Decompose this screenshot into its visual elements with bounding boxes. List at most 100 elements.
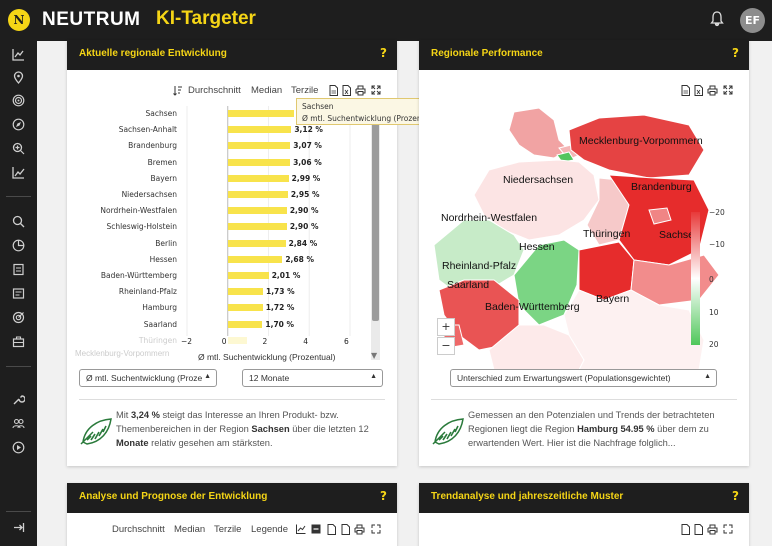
print-icon[interactable] [355, 85, 366, 97]
period-select[interactable]: 12 Monate ▲ [242, 369, 383, 387]
export-pdf-icon[interactable] [680, 85, 691, 97]
category-label: Niedersachsen [121, 190, 177, 199]
chart-line-icon[interactable] [295, 524, 306, 536]
zoom-search-icon[interactable] [9, 142, 28, 161]
export-excel-icon[interactable] [693, 524, 704, 536]
print-icon[interactable] [707, 85, 718, 97]
card-title: Aktuelle regionale Entwicklung [79, 48, 227, 59]
user-avatar[interactable]: EF [740, 8, 765, 33]
metric-select[interactable]: Ø mtl. Suchentwicklung (Proze ▲ [79, 369, 217, 387]
scroll-down-icon[interactable]: ▼ [371, 351, 378, 360]
toggle-median[interactable]: Median [251, 85, 283, 96]
divider [431, 399, 737, 400]
export-excel-icon[interactable] [340, 524, 351, 536]
map-label: Baden-Württemberg [485, 301, 580, 313]
report-icon[interactable] [9, 287, 28, 306]
logout-icon[interactable] [9, 521, 28, 540]
legend-tick: 0 [709, 275, 714, 284]
fullscreen-icon[interactable] [370, 85, 381, 97]
fullscreen-icon[interactable] [722, 85, 733, 97]
bar[interactable] [227, 191, 288, 198]
toggle-legend[interactable]: Legende [251, 524, 288, 535]
help-icon[interactable]: ? [732, 489, 739, 503]
toggle-average[interactable]: Durchschnitt [112, 524, 165, 535]
location-pin-icon[interactable] [9, 71, 28, 90]
search-icon[interactable] [9, 215, 28, 234]
map-label: Niedersachsen [503, 174, 574, 186]
sidebar [0, 41, 37, 546]
select-caret-icon: ▲ [704, 373, 711, 380]
scrollbar-thumb[interactable] [372, 105, 379, 321]
bar[interactable] [227, 320, 263, 328]
neutrum-logo[interactable]: N [8, 9, 30, 31]
performance-metric-select[interactable]: Unterschied zum Erwartungswert (Populati… [450, 369, 717, 387]
x-tick-label: −2 [181, 337, 193, 346]
category-label: Brandenburg [128, 141, 177, 151]
bar[interactable] [227, 255, 283, 263]
insight-text: Mit 3,24 % steigt das Interesse an Ihren… [116, 410, 369, 448]
compass-icon[interactable] [9, 118, 28, 137]
sort-icon[interactable] [172, 85, 183, 97]
bell-icon[interactable] [708, 11, 726, 29]
divider [79, 399, 385, 400]
help-icon[interactable]: ? [380, 489, 387, 503]
bar[interactable] [227, 174, 289, 182]
print-icon[interactable] [354, 524, 365, 536]
legend-tick: 10 [709, 308, 719, 317]
wrench-icon[interactable] [9, 393, 28, 412]
print-icon[interactable] [707, 524, 718, 536]
bar[interactable] [227, 223, 287, 231]
target-icon[interactable] [9, 94, 28, 113]
fullscreen-icon[interactable] [370, 524, 381, 536]
bar[interactable] [227, 142, 291, 150]
legend-tick: 20 [709, 340, 719, 349]
bar[interactable] [227, 126, 292, 134]
bar[interactable] [227, 158, 291, 166]
toggle-average[interactable]: Durchschnitt [188, 85, 241, 96]
bar[interactable] [227, 336, 248, 344]
card-trend-seasonal: Trendanalyse und jahreszeitliche Muster … [419, 483, 749, 546]
export-pdf-icon[interactable] [680, 524, 691, 536]
toggle-median[interactable]: Median [174, 524, 206, 535]
export-excel-icon[interactable] [341, 85, 352, 97]
chart-line-icon[interactable] [9, 48, 28, 67]
bar[interactable] [227, 207, 287, 215]
bar[interactable] [227, 272, 269, 279]
bar[interactable] [227, 239, 286, 247]
map-label: Sachsen [659, 229, 700, 241]
x-tick-label: 6 [344, 337, 349, 346]
export-excel-icon[interactable] [693, 85, 704, 97]
bar[interactable] [227, 110, 294, 117]
category-label: Bayern [150, 173, 178, 183]
category-label: Thüringen [138, 335, 177, 345]
export-pdf-icon[interactable] [328, 85, 339, 97]
germany-choropleth-map[interactable] [419, 100, 749, 370]
goal-target-icon[interactable] [9, 311, 28, 330]
trend-icon[interactable] [9, 166, 28, 185]
x-tick-label: 4 [303, 337, 309, 346]
tooltip-title: Sachsen [302, 102, 334, 111]
chart-scrollbar[interactable] [371, 102, 380, 360]
play-circle-icon[interactable] [9, 441, 28, 460]
card-header: Regionale Performance ? [419, 40, 749, 70]
archive-icon[interactable] [9, 263, 28, 282]
help-icon[interactable]: ? [732, 46, 739, 60]
zoom-out-button[interactable]: − [437, 337, 455, 355]
category-label: Berlin [155, 238, 177, 248]
pie-chart-icon[interactable] [9, 239, 28, 258]
category-label: Sachsen [145, 109, 177, 118]
toggle-tertiles[interactable]: Terzile [291, 85, 319, 96]
fullscreen-icon[interactable] [722, 524, 733, 536]
sidebar-divider [6, 196, 31, 197]
export-pdf-icon[interactable] [326, 524, 337, 536]
bar[interactable] [227, 288, 263, 296]
app-title: KI-Targeter [156, 8, 256, 29]
toggle-tertiles[interactable]: Terzile [214, 524, 242, 535]
bar[interactable] [227, 304, 263, 312]
users-icon[interactable] [9, 417, 28, 436]
briefcase-icon[interactable] [9, 335, 28, 354]
help-icon[interactable]: ? [380, 46, 387, 60]
zoom-in-button[interactable]: + [437, 318, 455, 336]
minus-box-icon[interactable] [310, 524, 321, 536]
